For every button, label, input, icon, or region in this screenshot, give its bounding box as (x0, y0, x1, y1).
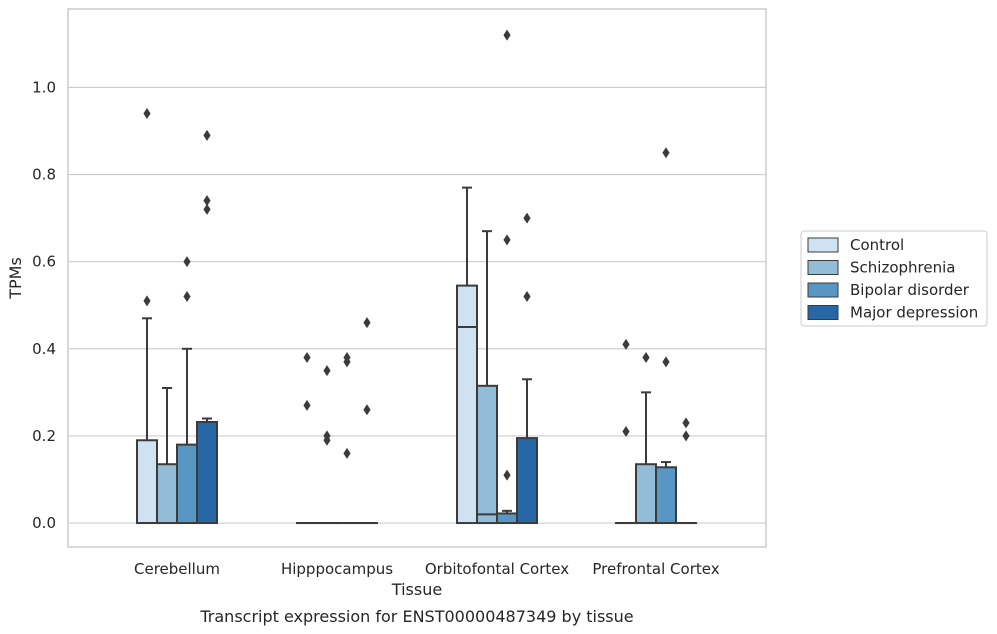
legend-label: Schizophrenia (850, 259, 955, 277)
outlier-point (303, 399, 311, 411)
y-tick-label: 0.8 (32, 166, 56, 184)
outlier-point (343, 447, 351, 459)
chart-caption: Transcript expression for ENST0000048734… (199, 607, 633, 626)
box-bipolar-disorder (496, 509, 518, 525)
outlier-point (323, 365, 331, 377)
outlier-point (503, 234, 511, 246)
box-body (635, 463, 657, 525)
outlier-point (622, 426, 630, 438)
legend-swatch (807, 305, 839, 320)
legend: Control Schizophrenia Bipolar disorder Majo… (800, 230, 988, 327)
y-tick-label: 0.2 (32, 427, 56, 445)
x-tick-label: Hipppocampus (281, 560, 393, 578)
box-major-depression (516, 378, 538, 525)
outlier-point (143, 295, 151, 307)
y-tick-label: 0.0 (32, 514, 56, 532)
outlier-point (503, 29, 511, 41)
boxes (136, 186, 697, 525)
box-body (516, 437, 538, 525)
outlier-point (323, 430, 331, 442)
y-axis-title: TPMs (6, 257, 25, 300)
x-tick-label: Orbitofontal Cortex (425, 560, 569, 578)
outlier-point (363, 317, 371, 329)
box-body (156, 463, 178, 525)
y-tick-label: 0.4 (32, 340, 56, 358)
box-schizophrenia (476, 230, 498, 525)
outliers (143, 29, 690, 481)
outlier-point (523, 291, 531, 303)
outlier-point (343, 352, 351, 364)
outlier-point (183, 291, 191, 303)
box-major-depression (196, 417, 218, 525)
legend-label: Control (850, 236, 904, 254)
box-bipolar-disorder (655, 461, 677, 525)
box-body (476, 384, 498, 525)
outlier-point (203, 195, 211, 207)
outlier-point (682, 417, 690, 429)
y-axis: 0.0 0.2 0.4 0.6 0.8 1.0 (32, 78, 56, 532)
outlier-point (203, 203, 211, 215)
outlier-point (682, 430, 690, 442)
box-body (456, 284, 478, 525)
legend-label: Bipolar disorder (850, 281, 970, 299)
outlier-point (203, 129, 211, 141)
outlier-point (622, 338, 630, 350)
outlier-point (143, 108, 151, 120)
legend-label: Major depression (850, 304, 978, 322)
y-tick-label: 0.6 (32, 253, 56, 271)
outlier-point (642, 352, 650, 364)
outlier-point (503, 469, 511, 481)
outlier-point (183, 256, 191, 268)
outlier-point (662, 356, 670, 368)
box-body (176, 443, 198, 525)
y-tick-label: 1.0 (32, 78, 56, 96)
outlier-point (303, 352, 311, 364)
box-schizophrenia (156, 386, 178, 525)
outlier-point (662, 147, 670, 159)
x-tick-label: Prefrontal Cortex (592, 560, 719, 578)
x-tick-label: Cerebellum (134, 560, 220, 578)
box-body (655, 466, 677, 525)
legend-frame (800, 230, 988, 327)
x-axis-title: Tissue (391, 580, 442, 599)
outlier-point (523, 212, 531, 224)
x-axis: Cerebellum Hipppocampus Orbitofontal Corte… (134, 560, 720, 578)
outlier-point (363, 404, 371, 416)
legend-swatch (807, 260, 839, 275)
box-body (136, 439, 158, 525)
box-body (196, 420, 218, 525)
legend-swatch (807, 282, 839, 298)
box-body (496, 512, 518, 525)
legend-swatch (807, 237, 839, 253)
